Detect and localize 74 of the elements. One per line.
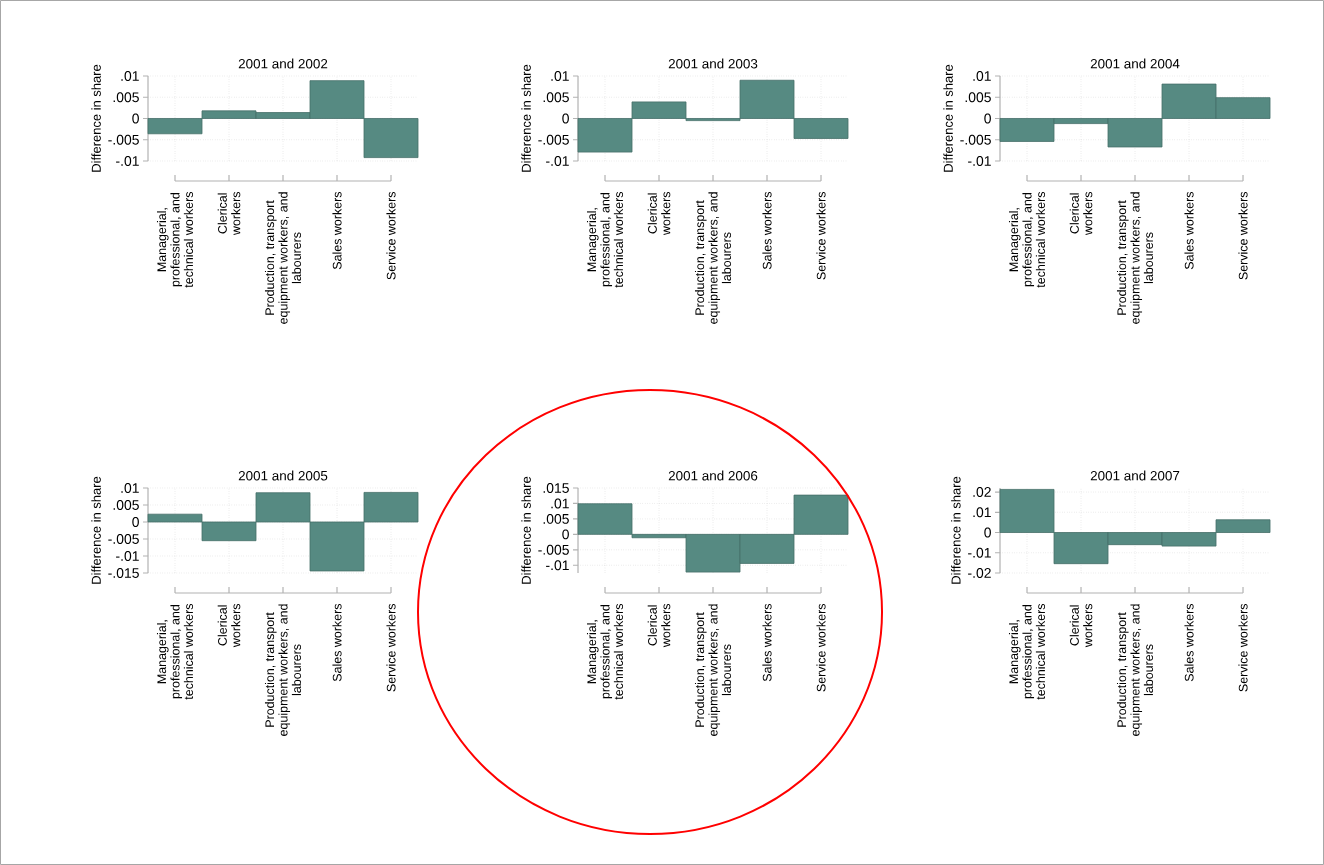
chart-title: 2001 and 2005 xyxy=(238,470,328,481)
x-tick-label: Managerial, professional, and technical workers xyxy=(586,191,624,288)
y-tick-label: .005 xyxy=(543,92,569,103)
x-tick-label: Managerial, professional, and technical workers xyxy=(156,191,194,288)
x-tick-label: Clerical workers xyxy=(647,603,671,648)
y-tick-label: -.01 xyxy=(546,560,569,571)
y-tick-label: -.005 xyxy=(108,534,139,544)
y-axis-title: Difference in share xyxy=(521,476,531,584)
x-tick-label: Sales workers xyxy=(332,603,342,682)
y-tick-label: -.005 xyxy=(108,134,139,145)
y-tick-label: 0 xyxy=(984,527,991,538)
x-tick-label: Sales workers xyxy=(1184,603,1194,682)
x-tick-label: Managerial, professional, and technical workers xyxy=(586,603,624,700)
x-tick-label: Managerial, professional, and technical workers xyxy=(1008,191,1046,288)
chart-title: 2001 and 2007 xyxy=(1090,470,1180,481)
y-tick-label: 0 xyxy=(562,113,569,124)
y-axis-title: Difference in share xyxy=(951,476,961,584)
chart-title: 2001 and 2006 xyxy=(668,470,758,481)
y-tick-label: 0 xyxy=(562,529,569,540)
x-tick-label: Production, transport equipment workers, and labourers xyxy=(694,604,732,736)
y-tick-label: .01 xyxy=(551,498,569,509)
x-tick-label: Production, transport equipment workers, and labourers xyxy=(1116,604,1154,736)
x-tick-label: Sales workers xyxy=(762,603,772,682)
x-tick-label: Clerical workers xyxy=(1069,603,1093,648)
chart-title: 2001 and 2004 xyxy=(1090,58,1180,69)
x-tick-label: Service workers xyxy=(386,603,396,692)
x-tick-label: Service workers xyxy=(816,603,826,692)
y-tick-label: .01 xyxy=(973,507,991,518)
y-tick-label: .01 xyxy=(551,71,569,81)
y-tick-label: -.005 xyxy=(538,134,569,145)
y-tick-label: -.005 xyxy=(538,544,569,555)
y-tick-label: .005 xyxy=(113,92,139,103)
y-tick-label: .005 xyxy=(113,500,139,510)
x-tick-label: Service workers xyxy=(1238,191,1248,280)
y-tick-label: -.015 xyxy=(108,568,139,578)
y-tick-label: -.01 xyxy=(546,156,569,166)
y-axis-title: Difference in share xyxy=(91,64,101,172)
chart-title: 2001 and 2003 xyxy=(668,58,758,69)
y-tick-label: -.01 xyxy=(968,156,991,166)
y-tick-label: .01 xyxy=(121,483,139,493)
x-tick-label: Sales workers xyxy=(332,191,342,270)
y-tick-label: 0 xyxy=(132,113,139,124)
y-axis-title: Difference in share xyxy=(521,64,531,172)
y-tick-label: .01 xyxy=(121,71,139,81)
x-tick-label: Service workers xyxy=(386,191,396,280)
x-tick-label: Managerial, professional, and technical workers xyxy=(156,603,194,700)
y-tick-label: -.01 xyxy=(968,547,991,558)
x-tick-label: Service workers xyxy=(1238,603,1248,692)
y-tick-label: .01 xyxy=(973,71,991,81)
x-tick-label: Service workers xyxy=(816,191,826,280)
y-tick-label: 0 xyxy=(984,113,991,124)
y-tick-label: -.01 xyxy=(116,156,139,166)
x-tick-label: Sales workers xyxy=(1184,191,1194,270)
y-axis-title: Difference in share xyxy=(91,476,101,584)
x-tick-label: Production, transport equipment workers, and labourers xyxy=(694,192,732,324)
x-tick-label: Production, transport equipment workers, and labourers xyxy=(264,192,302,324)
x-tick-label: Sales workers xyxy=(762,191,772,270)
y-tick-label: .005 xyxy=(543,513,569,524)
chart-title: 2001 and 2002 xyxy=(238,58,328,69)
x-tick-label: Managerial, professional, and technical workers xyxy=(1008,603,1046,700)
y-tick-label: -.01 xyxy=(116,551,139,561)
x-tick-label: Clerical workers xyxy=(217,191,241,236)
x-tick-label: Clerical workers xyxy=(217,603,241,648)
x-tick-label: Production, transport equipment workers, and labourers xyxy=(264,604,302,736)
y-tick-label: .005 xyxy=(965,92,991,103)
x-tick-label: Clerical workers xyxy=(1069,191,1093,236)
y-tick-label: -.02 xyxy=(968,568,991,578)
y-tick-label: .02 xyxy=(973,487,991,497)
x-tick-label: Clerical workers xyxy=(647,191,671,236)
x-tick-label: Production, transport equipment workers, and labourers xyxy=(1116,192,1154,324)
y-axis-title: Difference in share xyxy=(943,64,953,172)
y-tick-label: -.005 xyxy=(960,134,991,145)
y-tick-label: .015 xyxy=(543,483,569,493)
y-tick-label: 0 xyxy=(132,517,139,527)
